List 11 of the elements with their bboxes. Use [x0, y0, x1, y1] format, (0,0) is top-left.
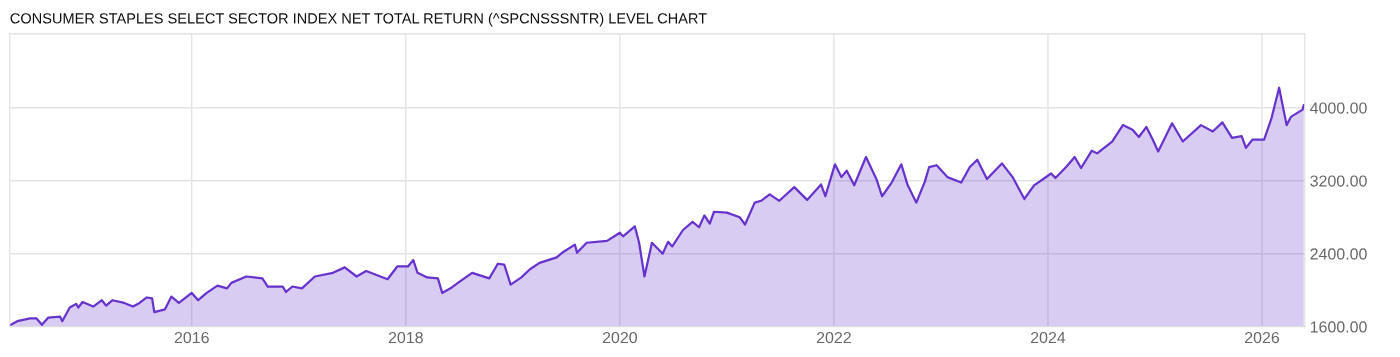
x-tick-label: 2024: [1030, 331, 1066, 344]
y-tick-label: 3200.00: [1310, 175, 1367, 187]
x-tick-label: 2016: [174, 331, 209, 344]
x-tick-label: 2018: [388, 331, 423, 344]
x-tick-label: 2022: [816, 331, 851, 344]
y-tick-label: 1600.00: [1310, 321, 1367, 333]
y-tick-label: 4000.00: [1310, 102, 1367, 114]
y-tick-label: 2400.00: [1310, 248, 1367, 260]
x-tick-label: 2026: [1245, 331, 1280, 344]
x-tick-label: 2020: [602, 331, 637, 344]
chart-title: CONSUMER STAPLES SELECT SECTOR INDEX NET TOTAL RETURN (^SPCNSSSNTR) LEVEL CHART: [10, 12, 707, 27]
